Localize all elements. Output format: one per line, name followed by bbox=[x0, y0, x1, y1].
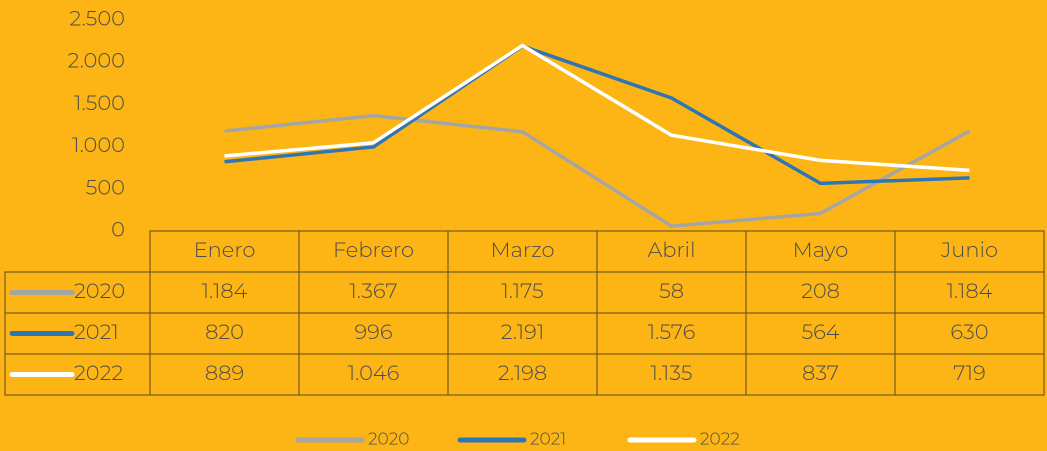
y-tick-label: 2.500 bbox=[69, 6, 125, 31]
y-tick-label: 2.000 bbox=[68, 49, 125, 74]
table-value: 1.367 bbox=[349, 279, 397, 304]
table-value: 1.184 bbox=[947, 279, 993, 304]
table-value: 630 bbox=[950, 320, 988, 345]
table-value: 1.184 bbox=[202, 279, 248, 304]
table-value: 837 bbox=[802, 361, 839, 386]
y-tick-label: 500 bbox=[86, 175, 125, 200]
table-value: 719 bbox=[953, 361, 985, 386]
x-tick-label: Junio bbox=[940, 238, 998, 263]
table-value: 208 bbox=[801, 279, 840, 304]
y-tick-label: 0 bbox=[111, 217, 125, 242]
table-value: 1.175 bbox=[501, 279, 543, 304]
x-tick-label: Marzo bbox=[491, 238, 555, 263]
row-label: 2020 bbox=[74, 279, 125, 304]
table-value: 564 bbox=[801, 320, 839, 345]
legend-label: 2021 bbox=[530, 429, 566, 449]
table-value: 1.046 bbox=[348, 361, 400, 386]
series-line bbox=[224, 113, 971, 228]
table-value: 820 bbox=[205, 320, 244, 345]
x-tick-label: Febrero bbox=[333, 238, 414, 263]
series-line bbox=[224, 43, 970, 173]
table-value: 1.135 bbox=[650, 361, 692, 386]
table-value: 996 bbox=[355, 320, 393, 345]
table-value: 58 bbox=[659, 279, 684, 304]
table-value: 2.191 bbox=[501, 320, 544, 345]
legend-label: 2020 bbox=[368, 429, 409, 449]
table-value: 2.198 bbox=[498, 361, 547, 386]
table-cell bbox=[4, 353, 151, 396]
table-value: 889 bbox=[205, 361, 244, 386]
row-label: 2021 bbox=[74, 320, 119, 345]
x-tick-label: Mayo bbox=[793, 238, 849, 263]
row-label: 2022 bbox=[74, 361, 123, 386]
y-tick-label: 1.500 bbox=[74, 91, 125, 116]
table-value: 1.576 bbox=[648, 320, 695, 345]
x-tick-label: Enero bbox=[194, 238, 256, 263]
x-tick-label: Abril bbox=[647, 238, 695, 263]
legend-label: 2022 bbox=[700, 429, 740, 449]
series-line bbox=[224, 44, 970, 186]
y-tick-label: 1.000 bbox=[72, 133, 125, 158]
